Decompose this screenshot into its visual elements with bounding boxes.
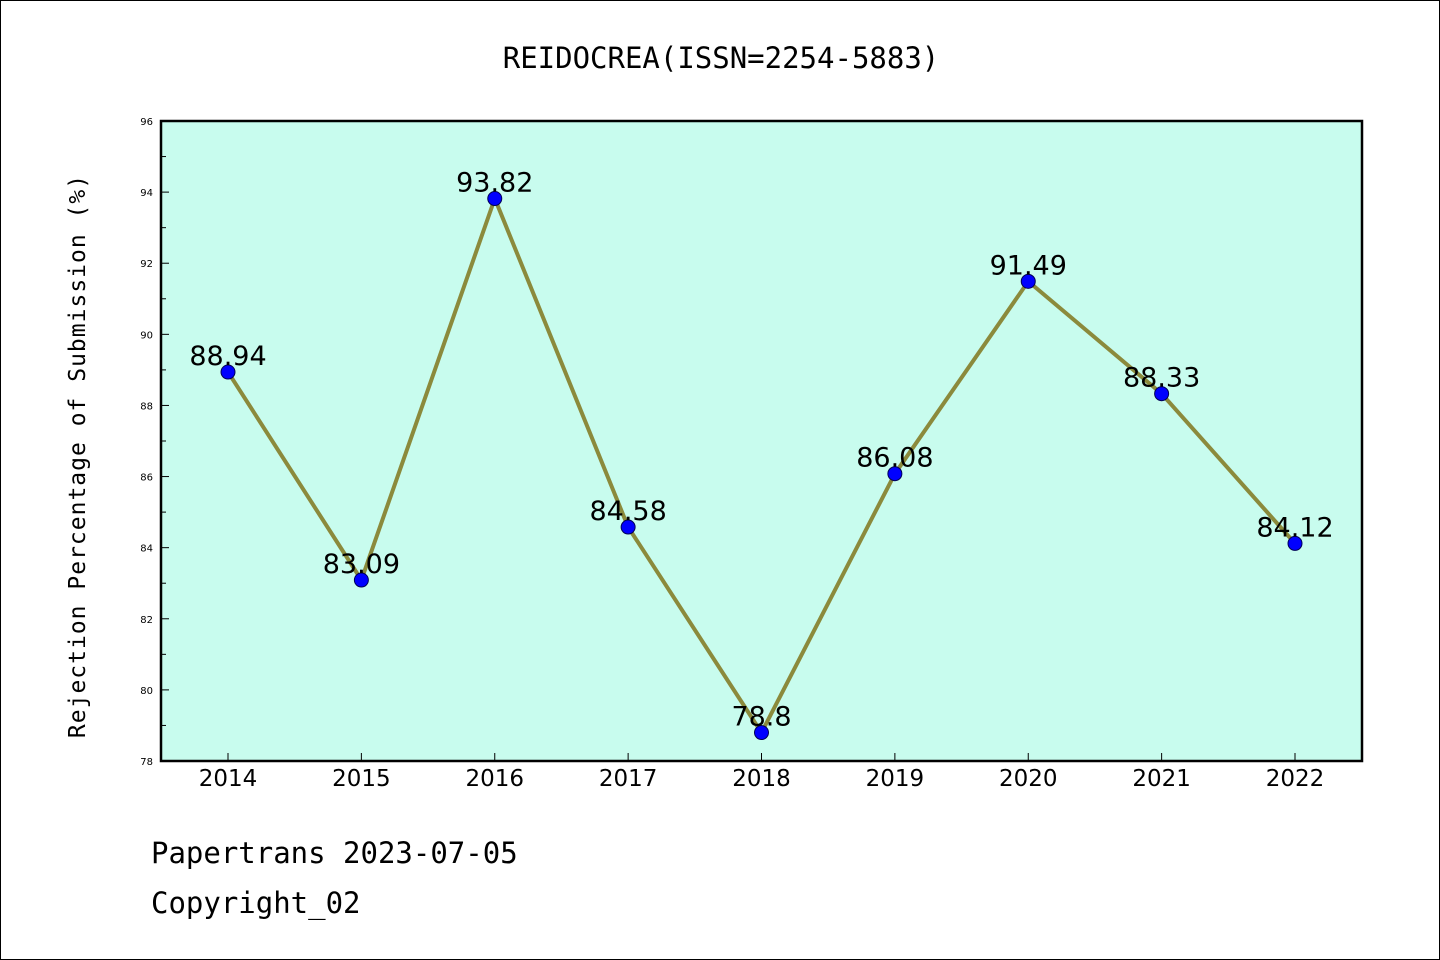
y-tick-label: 88 [140, 401, 153, 412]
x-tick-label: 2016 [465, 766, 524, 792]
plot-area [161, 121, 1362, 761]
y-tick-label: 80 [140, 686, 153, 697]
y-tick-label: 90 [140, 330, 153, 341]
y-tick-label: 94 [140, 188, 153, 199]
x-axis: 2014 2015 2016 2017 2018 2019 2020 2021 2022 [199, 753, 1325, 792]
x-tick-label: 2018 [732, 766, 791, 792]
data-point [1287, 535, 1303, 551]
data-points [220, 191, 1303, 741]
data-point [1020, 273, 1036, 289]
y-axis-label: Rejection Percentage of Submission (%) [65, 174, 91, 738]
y-axis: 78 80 82 84 86 88 90 92 94 96 [140, 117, 169, 768]
data-label: 84.12 [1256, 512, 1333, 543]
x-tick-label: 2021 [1132, 766, 1191, 792]
x-tick-label: 2020 [999, 766, 1058, 792]
data-point [487, 191, 503, 207]
y-tick-label: 78 [140, 757, 153, 768]
y-tick-label: 92 [140, 259, 153, 270]
x-tick-label: 2014 [199, 766, 258, 792]
data-point [220, 364, 236, 380]
data-label: 91.49 [990, 250, 1067, 281]
data-point [1154, 386, 1170, 402]
y-tick-label: 96 [140, 117, 153, 128]
data-label: 83.09 [323, 549, 400, 580]
x-tick-label: 2019 [866, 766, 925, 792]
data-point [754, 725, 769, 741]
data-label: 88.94 [189, 341, 266, 372]
data-label: 84.58 [589, 496, 666, 527]
data-label: 86.08 [856, 443, 933, 474]
footer-source: Papertrans 2023-07-05 [151, 836, 518, 870]
data-labels: 88.94 83.09 93.82 84.58 78.8 86.08 91.49 88.33 8… [189, 168, 1333, 733]
data-point [887, 466, 903, 482]
chart-title: REIDOCREA(ISSN=2254-5883) [503, 41, 940, 75]
plot-frame [159, 119, 1364, 763]
data-point [620, 519, 636, 535]
y-tick-label: 84 [140, 544, 153, 555]
x-tick-label: 2015 [332, 766, 391, 792]
data-point [353, 572, 369, 588]
data-label: 93.82 [456, 168, 533, 199]
x-tick-label: 2022 [1266, 766, 1325, 792]
y-tick-label: 86 [140, 473, 153, 484]
footer-copyright: Copyright_02 [151, 886, 361, 920]
data-label: 88.33 [1123, 363, 1200, 394]
y-tick-label: 82 [140, 615, 153, 626]
data-label: 78.8 [731, 702, 791, 733]
x-tick-label: 2017 [599, 766, 658, 792]
